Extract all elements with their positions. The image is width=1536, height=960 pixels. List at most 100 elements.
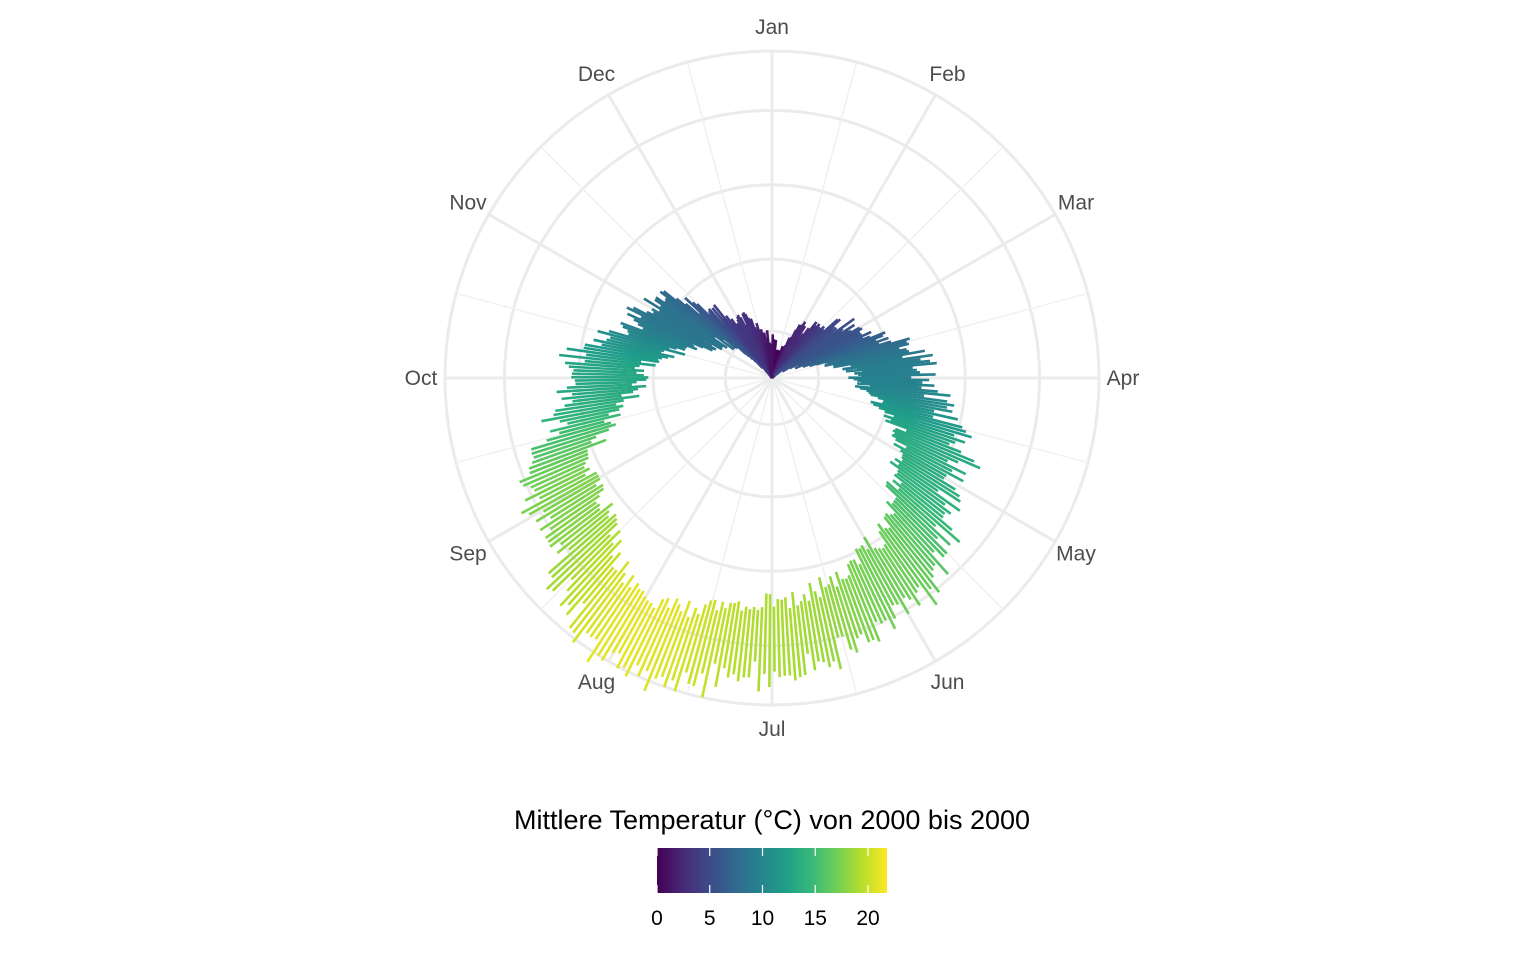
day-bar-208: [637, 607, 671, 677]
day-bar-163: [844, 578, 871, 643]
day-bar-125: [901, 459, 961, 498]
day-bar-109: [884, 410, 973, 439]
day-bar-262: [567, 413, 609, 425]
day-bar-306: [658, 309, 718, 346]
day-bar-157: [854, 548, 897, 630]
day-bar-263: [559, 408, 620, 423]
day-bar-255: [531, 440, 592, 465]
day-bar-147: [876, 523, 938, 606]
day-bar-135: [885, 480, 937, 528]
day-bar-133: [892, 479, 953, 531]
day-bar-212: [615, 602, 653, 669]
day-bar-296: [642, 327, 698, 351]
day-bar-99: [859, 386, 925, 398]
day-bar-90: [858, 370, 920, 376]
day-bar-148: [878, 530, 920, 588]
day-bar-308: [659, 305, 716, 342]
month-label-apr: Apr: [1107, 367, 1140, 390]
day-bar-213: [617, 600, 650, 654]
day-bar-153: [863, 536, 910, 615]
day-bar-141: [892, 512, 950, 575]
day-bar-250: [530, 461, 587, 489]
day-bar-311: [664, 299, 716, 338]
day-bar-83: [850, 355, 903, 367]
day-bar-242: [549, 483, 604, 520]
day-bar-134: [897, 487, 961, 544]
day-bar-175: [802, 594, 817, 671]
day-bar-279: [564, 361, 635, 370]
day-bar-271: [556, 384, 647, 394]
day-bar-188: [747, 606, 756, 678]
day-bar-140: [885, 500, 935, 554]
day-bar-223: [568, 569, 618, 629]
day-bar-257: [531, 428, 610, 456]
day-bar-110: [893, 415, 955, 437]
month-label-mar: Mar: [1058, 192, 1094, 215]
day-bar-210: [624, 598, 665, 677]
legend-colorbar: [657, 848, 887, 893]
day-bar-150: [881, 547, 921, 607]
day-bar-304: [652, 311, 706, 342]
day-bar-193: [722, 602, 737, 669]
day-bar-226: [567, 554, 614, 606]
day-bar-268: [572, 394, 622, 403]
day-bar-227: [559, 539, 623, 607]
day-bar-107: [873, 403, 963, 429]
day-bar-85: [842, 358, 921, 371]
day-bar-168: [827, 584, 844, 637]
day-bar-231: [545, 522, 618, 591]
day-bar-177: [796, 605, 807, 676]
grid-major-radial-10: [488, 213, 773, 380]
day-bar-254: [528, 438, 607, 470]
day-bar-108: [878, 406, 967, 434]
day-bar-89: [854, 368, 917, 375]
day-bar-303: [646, 310, 713, 348]
day-bar-192: [726, 601, 741, 678]
day-bar-270: [572, 387, 639, 396]
month-label-jul: Jul: [759, 718, 786, 741]
day-bar-149: [883, 543, 918, 594]
day-bar-118: [891, 433, 949, 463]
day-bar-139: [891, 502, 945, 558]
month-label-may: May: [1056, 543, 1096, 566]
day-bar-196: [700, 601, 725, 698]
day-bar-228: [566, 542, 615, 592]
day-bar-218: [594, 586, 632, 641]
day-bar-145: [887, 527, 941, 593]
day-bar-217: [586, 582, 640, 663]
day-bar-174: [807, 600, 821, 662]
day-bar-283: [566, 347, 660, 364]
grid-minor-radial-5: [771, 377, 858, 695]
month-label-jun: Jun: [931, 671, 965, 694]
daily-temperature-bars: [519, 290, 981, 698]
day-bar-261: [549, 413, 621, 433]
day-bar-128: [889, 460, 961, 512]
day-bar-265: [553, 403, 617, 417]
day-bar-159: [852, 559, 884, 625]
day-bar-101: [868, 391, 955, 407]
day-bar-189: [742, 609, 752, 678]
day-bar-162: [847, 574, 875, 641]
day-bar-154: [866, 548, 900, 606]
day-bar-126: [894, 457, 961, 503]
legend-tick-label-4: 20: [856, 907, 879, 930]
day-bar-267: [564, 394, 640, 408]
day-bar-84: [851, 353, 933, 368]
day-bar-239: [544, 501, 598, 540]
grid-major-radial-8: [488, 376, 773, 543]
day-bar-88: [862, 366, 913, 373]
day-bar-285: [584, 343, 663, 360]
month-label-dec: Dec: [578, 63, 615, 86]
day-bar-191: [732, 610, 744, 675]
day-bar-276: [571, 372, 644, 377]
day-bar-94: [857, 379, 923, 384]
day-bar-169: [824, 586, 840, 638]
day-bar-138: [893, 499, 948, 555]
day-bar-199: [687, 600, 713, 685]
day-bar-130: [896, 472, 952, 515]
month-label-oct: Oct: [405, 367, 438, 390]
day-bar-224: [582, 566, 615, 605]
day-bar-211: [622, 607, 656, 669]
day-bar-244: [542, 477, 601, 513]
